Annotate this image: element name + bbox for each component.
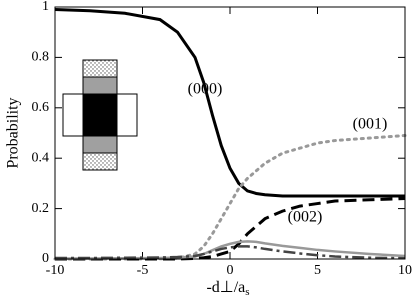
y-tick-label: 0.8 — [32, 50, 50, 65]
y-tick-label: 1 — [42, 0, 49, 14]
inset-diagram — [62, 59, 138, 171]
series-label: (001) — [353, 116, 388, 133]
series-label: (002) — [288, 209, 323, 226]
x-tick-label: -10 — [46, 263, 65, 278]
x-tick-label: -5 — [137, 263, 149, 278]
plot-frame — [54, 6, 406, 260]
x-axis-label-main: -d⊥/a — [206, 279, 245, 296]
y-tick-label: 0.2 — [32, 201, 50, 216]
y-tick-label: 0.4 — [32, 150, 50, 165]
x-tick-label: 0 — [227, 263, 234, 278]
series-line — [55, 245, 406, 260]
y-tick-label: 0.6 — [32, 100, 50, 115]
x-axis-label: -d⊥/as — [206, 279, 249, 298]
x-tick-label: 10 — [398, 263, 412, 278]
series-label: (000) — [188, 81, 223, 98]
y-axis-label: Probability — [5, 97, 22, 168]
series-line — [54, 8, 405, 198]
x-axis-label-subscript: s — [245, 286, 249, 298]
series-line — [55, 197, 406, 261]
x-tick-label: 5 — [314, 263, 321, 278]
series-line — [55, 240, 406, 260]
y-tick-label: 0 — [42, 251, 49, 266]
